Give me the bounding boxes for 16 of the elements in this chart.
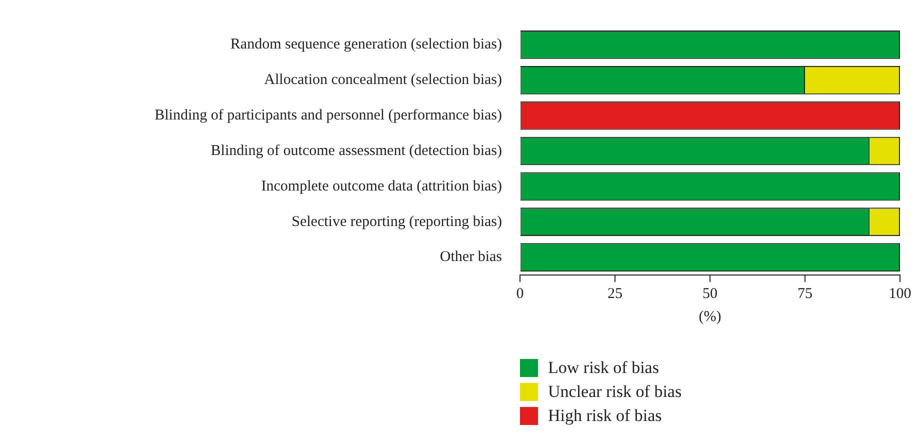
y-tick-label: Selective reporting (reporting bias) bbox=[292, 214, 502, 230]
y-tick-label: Other bias bbox=[440, 249, 502, 266]
legend-label: High risk of bias bbox=[548, 406, 662, 426]
legend-label: Low risk of bias bbox=[548, 358, 659, 378]
y-tick-label: Incomplete outcome data (attrition bias) bbox=[261, 178, 502, 194]
y-tick-label: Blinding of participants and personnel (performance bias) bbox=[154, 108, 502, 124]
y-tick-label: Random sequence generation (selection bias) bbox=[230, 36, 502, 53]
x-tick-label: 25 bbox=[608, 286, 622, 302]
x-tick-label: 0 bbox=[516, 286, 524, 302]
y-tick-label: Blinding of outcome assessment (detection bias) bbox=[210, 142, 502, 159]
x-tick-label: 75 bbox=[798, 286, 812, 302]
x-tick-label: 50 bbox=[702, 286, 718, 302]
y-tick-label: Allocation concealment (selection bias) bbox=[264, 72, 502, 88]
x-axis-title: (%) bbox=[698, 308, 722, 325]
legend-label: Unclear risk of bias bbox=[548, 382, 682, 402]
x-tick-label: 100 bbox=[888, 286, 912, 302]
